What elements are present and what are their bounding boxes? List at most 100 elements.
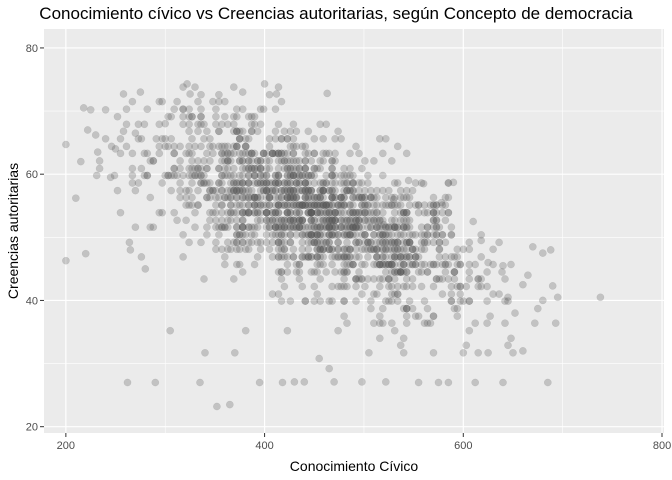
data-point (268, 179, 277, 187)
data-point (167, 171, 176, 180)
data-point (238, 186, 247, 195)
data-point (361, 230, 369, 239)
data-point (402, 268, 411, 276)
data-point (340, 282, 348, 291)
data-point (226, 171, 235, 180)
data-point (453, 304, 462, 313)
data-point (328, 223, 336, 232)
data-point (524, 271, 532, 280)
data-point (509, 348, 517, 357)
data-point (164, 171, 173, 180)
data-point (286, 238, 295, 247)
data-point (194, 120, 202, 129)
data-point (373, 193, 381, 202)
data-point (334, 201, 342, 209)
data-point (420, 201, 429, 209)
data-point (325, 216, 334, 225)
data-point (256, 164, 265, 173)
data-point (390, 208, 399, 217)
data-point (253, 201, 262, 209)
data-point (387, 223, 396, 232)
data-point (218, 223, 226, 232)
data-point (218, 208, 226, 217)
data-point (307, 186, 316, 195)
data-point (253, 193, 262, 202)
data-point (396, 268, 405, 276)
data-point (387, 268, 396, 276)
data-point (346, 186, 354, 195)
data-point (387, 297, 396, 305)
data-point (200, 275, 208, 283)
data-point (319, 216, 328, 225)
data-point (420, 245, 429, 254)
data-point (367, 238, 375, 247)
data-point (122, 120, 131, 129)
data-point (346, 253, 354, 261)
data-point (411, 260, 420, 269)
data-point (530, 319, 539, 328)
data-point (349, 208, 357, 217)
data-point (304, 171, 313, 180)
data-point (307, 171, 316, 180)
data-point (325, 223, 334, 232)
data-point (206, 142, 214, 151)
data-point (316, 216, 325, 225)
x-axis-title: Conocimiento Cívico (290, 458, 419, 474)
data-point (304, 208, 313, 217)
data-point (349, 179, 357, 187)
data-point (328, 193, 336, 202)
data-point (402, 223, 411, 232)
data-point (286, 127, 295, 136)
data-point (373, 223, 381, 232)
data-point (322, 201, 331, 209)
data-point (215, 164, 223, 173)
data-point (176, 186, 184, 195)
data-point (232, 127, 241, 136)
data-point (331, 223, 339, 232)
data-point (283, 193, 292, 202)
data-point (405, 230, 414, 239)
data-point (295, 223, 304, 232)
data-point (313, 208, 322, 217)
data-point (235, 201, 244, 209)
data-point (292, 179, 301, 187)
data-point (393, 238, 402, 247)
data-point (86, 105, 95, 114)
data-point (417, 238, 426, 247)
data-point (396, 193, 405, 202)
data-point (229, 120, 238, 129)
data-point (346, 164, 354, 173)
data-point (262, 164, 271, 173)
data-point (274, 201, 283, 209)
data-point (280, 149, 289, 158)
data-point (402, 319, 411, 328)
data-point (191, 142, 199, 151)
data-point (241, 142, 250, 151)
data-point (271, 223, 280, 232)
data-point (319, 201, 328, 209)
data-point (331, 253, 339, 261)
data-point (322, 216, 331, 225)
data-point (310, 179, 319, 187)
data-point (235, 127, 244, 136)
data-point (375, 312, 384, 321)
data-point (373, 253, 381, 261)
data-point (229, 179, 238, 187)
data-point (319, 201, 328, 209)
data-point (212, 186, 220, 195)
data-point (331, 171, 339, 180)
data-point (444, 208, 453, 217)
data-point (319, 230, 328, 239)
data-point (137, 134, 146, 143)
data-point (340, 193, 348, 202)
data-point (325, 149, 334, 158)
data-point (280, 201, 289, 209)
data-point (337, 201, 345, 209)
data-point (328, 164, 336, 173)
data-point (310, 216, 319, 225)
data-point (399, 216, 408, 225)
data-point (244, 223, 253, 232)
data-point (334, 245, 342, 254)
data-point (271, 208, 280, 217)
data-point (283, 157, 292, 165)
